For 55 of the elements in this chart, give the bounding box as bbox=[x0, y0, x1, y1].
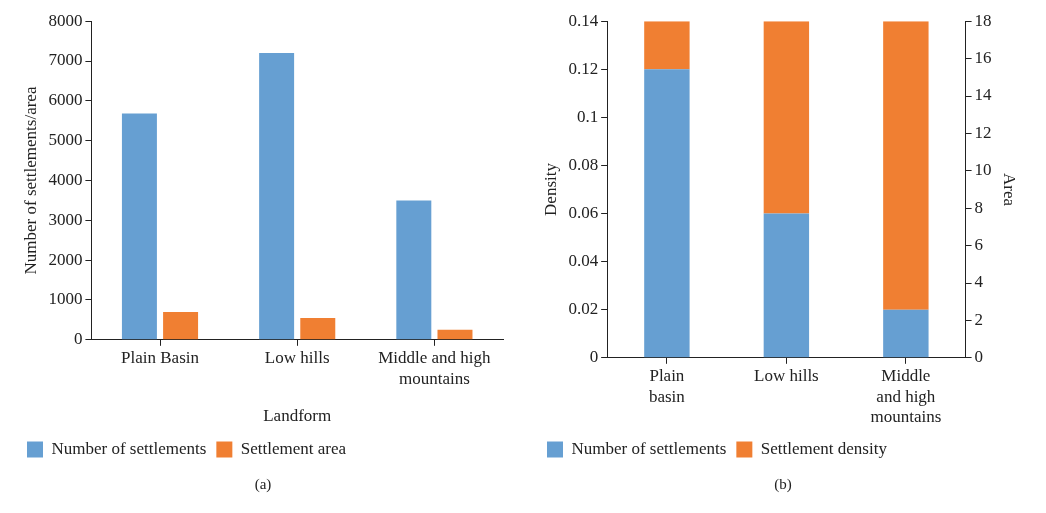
x-tick-label: Plain Basin bbox=[121, 348, 200, 368]
y-tick-label: 0.12 bbox=[568, 58, 599, 78]
x-tick-label: Middle and high mountains bbox=[378, 348, 492, 388]
y2-tick-label: 16 bbox=[974, 48, 992, 68]
legend-label: Settlement density bbox=[760, 438, 888, 458]
y-tick-label: 0.08 bbox=[568, 154, 599, 174]
y2-tick-label: 0 bbox=[974, 347, 984, 367]
y2-tick-label: 4 bbox=[974, 272, 984, 292]
y2-tick-label: 8 bbox=[974, 197, 984, 217]
y2-tick-label: 6 bbox=[974, 235, 984, 255]
bar bbox=[644, 69, 690, 358]
y-tick-label: 0.02 bbox=[568, 299, 599, 319]
bar bbox=[259, 53, 295, 340]
bar bbox=[121, 113, 157, 340]
bar bbox=[883, 21, 929, 310]
bar bbox=[437, 329, 473, 340]
x-tick-label: Low hills bbox=[754, 366, 819, 386]
x-axis-title: Landform bbox=[263, 406, 332, 426]
bar bbox=[396, 200, 432, 340]
text: (a) bbox=[254, 476, 272, 493]
legend-label: Number of settlements bbox=[571, 438, 727, 458]
x-tick-label: Low hills bbox=[264, 348, 330, 368]
y2-tick-label: 12 bbox=[974, 122, 992, 142]
y-tick-label: 6000 bbox=[48, 90, 83, 110]
legend-label: Settlement area bbox=[240, 438, 347, 458]
bar bbox=[300, 317, 336, 340]
x-tick-label: Plain basin bbox=[648, 366, 686, 406]
y2-tick-label: 18 bbox=[974, 10, 992, 30]
y-tick-label: 4000 bbox=[48, 169, 83, 189]
y-tick-label: 3000 bbox=[48, 209, 83, 229]
legend-label: Number of settlements bbox=[51, 438, 207, 458]
y-tick-label: 0.1 bbox=[576, 106, 599, 126]
y-tick-label: 7000 bbox=[48, 50, 83, 70]
y2-tick-label: 2 bbox=[974, 309, 984, 329]
y2-tick-label: 10 bbox=[974, 160, 992, 180]
y-tick-label: 0.14 bbox=[568, 10, 599, 30]
bar bbox=[763, 213, 810, 358]
y-tick-label: 0.06 bbox=[568, 203, 599, 223]
bar bbox=[163, 311, 199, 340]
bar bbox=[644, 21, 690, 70]
y-axis-title: Number of settlements/area bbox=[20, 86, 40, 275]
y-tick-label: 1000 bbox=[48, 289, 83, 309]
y-tick-label: 0 bbox=[589, 347, 599, 367]
y-tick-label: 8000 bbox=[48, 10, 83, 30]
x-tick-label: Middle and high mountains bbox=[870, 366, 942, 427]
y-axis-title: Density bbox=[540, 162, 560, 216]
bar bbox=[883, 309, 929, 358]
y-tick-label: 5000 bbox=[48, 130, 83, 150]
y2-tick-label: 14 bbox=[974, 85, 993, 105]
y-tick-label: 2000 bbox=[48, 249, 83, 269]
bar bbox=[763, 21, 810, 214]
y-tick-label: 0.04 bbox=[568, 251, 599, 271]
text: (b) bbox=[774, 476, 792, 493]
y2-axis-title: Area bbox=[1000, 172, 1020, 207]
y-tick-label: 0 bbox=[73, 329, 83, 349]
